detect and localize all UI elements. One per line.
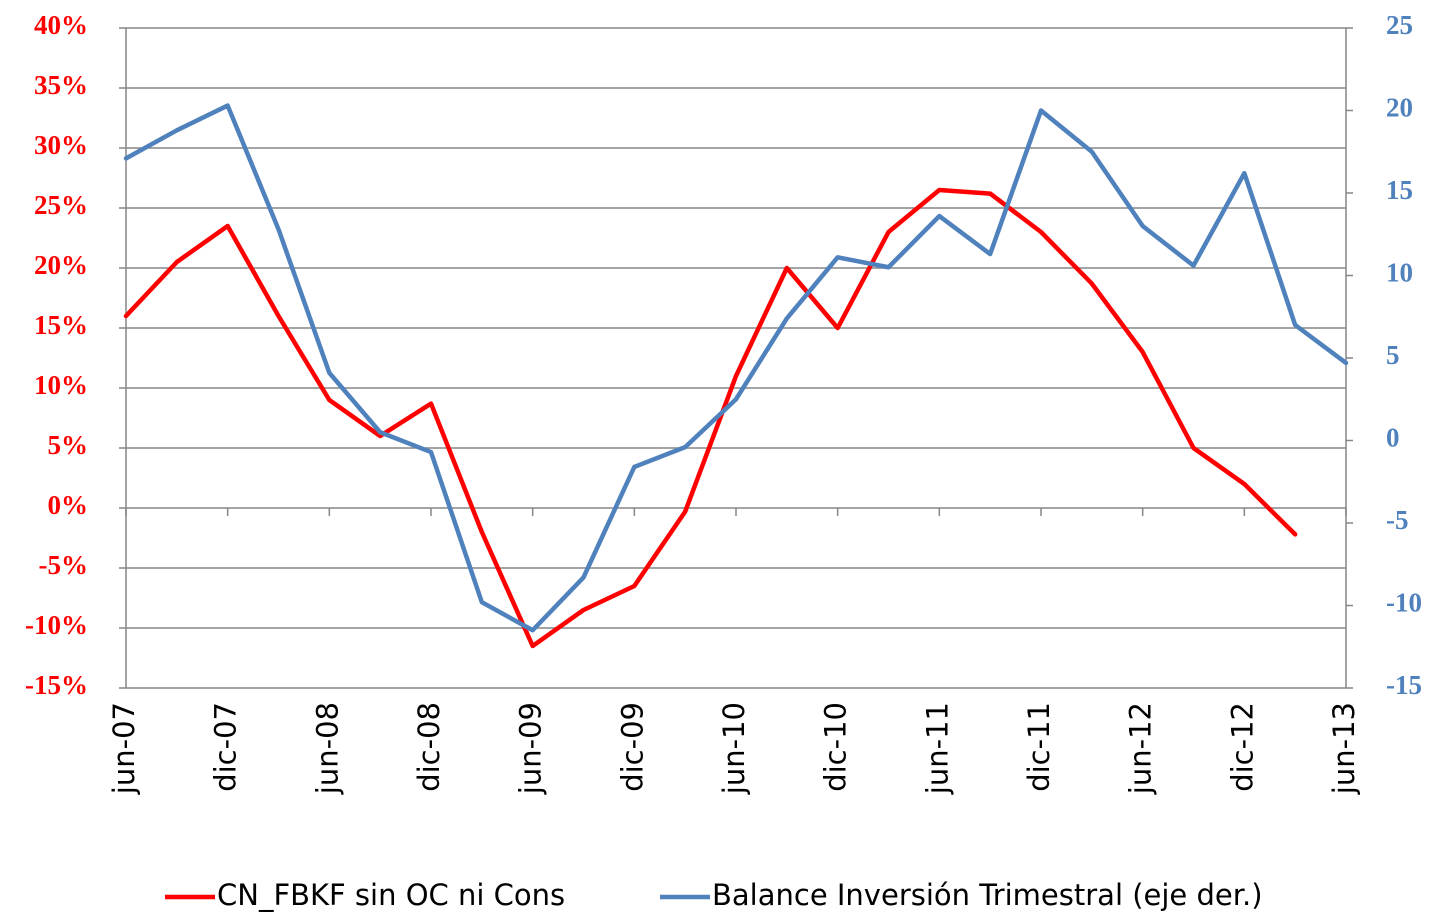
series-line <box>123 103 1349 633</box>
x-tick-label: jun-09 <box>514 702 548 795</box>
y2-tick-label: 20 <box>1386 93 1413 123</box>
y2-tick-label: -15 <box>1386 670 1422 700</box>
x-tick-label: dic-07 <box>209 702 243 792</box>
y-tick-label: 5% <box>48 430 89 460</box>
x-tick-label: jun-07 <box>107 702 141 795</box>
x-tick-label: dic-11 <box>1022 702 1056 792</box>
y-tick-label: 15% <box>34 310 88 340</box>
x-tick-label: dic-12 <box>1225 702 1259 792</box>
y2-tick-label: -10 <box>1386 588 1422 618</box>
x-tick-label: jun-11 <box>920 702 954 795</box>
y2-tick-label: 15 <box>1386 175 1413 205</box>
y-tick-label: 25% <box>34 190 88 220</box>
y-tick-label: 40% <box>34 10 88 40</box>
y2-tick-label: -5 <box>1386 505 1409 535</box>
y-tick-label: 10% <box>34 370 88 400</box>
y-tick-label: -15% <box>25 670 88 700</box>
x-tick-label: jun-12 <box>1124 702 1158 795</box>
y2-tick-label: 0 <box>1386 423 1400 453</box>
x-tick-label: jun-13 <box>1327 702 1361 795</box>
x-tick-label: dic-08 <box>412 702 446 792</box>
x-tick-label: dic-10 <box>819 702 853 792</box>
y-tick-label: -5% <box>39 550 89 580</box>
legend-label: CN_FBKF sin OC ni Cons <box>217 878 565 912</box>
legend-label: Balance Inversión Trimestral (eje der.) <box>712 878 1263 912</box>
y-tick-label: 20% <box>34 250 88 280</box>
y2-tick-label: 5 <box>1386 340 1400 370</box>
x-tick-label: jun-08 <box>310 702 344 795</box>
y-tick-label: -10% <box>25 610 88 640</box>
y-tick-label: 0% <box>48 490 89 520</box>
y-tick-label: 30% <box>34 130 88 160</box>
y2-tick-label: 10 <box>1386 258 1413 288</box>
x-tick-label: jun-10 <box>717 702 751 795</box>
x-tick-label: dic-09 <box>615 702 649 792</box>
series-line <box>123 187 1298 649</box>
y-tick-label: 35% <box>34 70 88 100</box>
y2-tick-label: 25 <box>1386 10 1413 40</box>
